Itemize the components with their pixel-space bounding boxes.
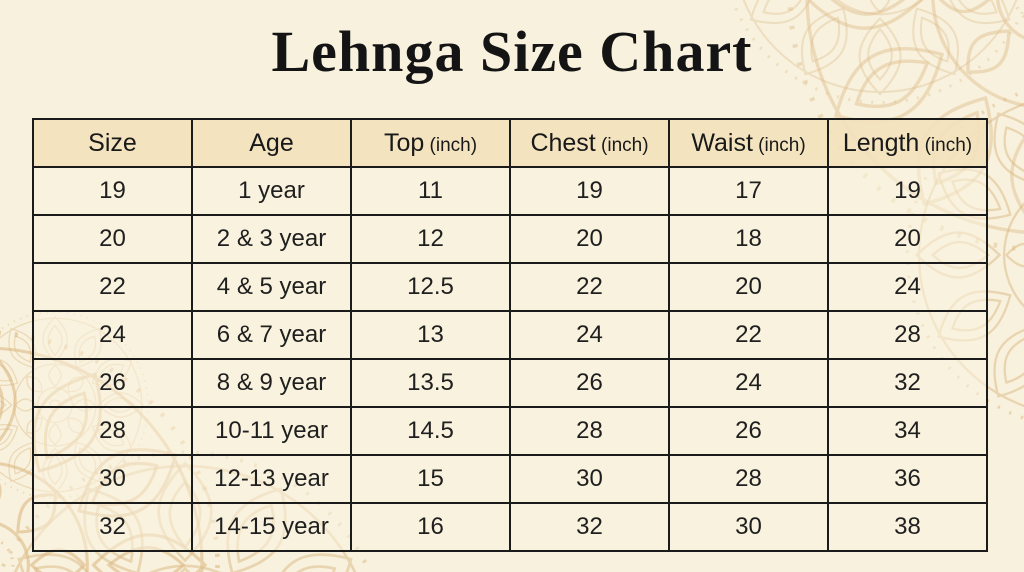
column-header-label: Chest bbox=[530, 128, 596, 157]
table-cell: 6 & 7 year bbox=[191, 310, 352, 360]
table-cell: 17 bbox=[668, 166, 829, 216]
table-cell: 28 bbox=[32, 406, 193, 456]
table-cell: 19 bbox=[827, 166, 988, 216]
table-row: 28 10-11 year 14.5 28 26 34 bbox=[32, 406, 988, 456]
table-cell: 30 bbox=[32, 454, 193, 504]
column-header: Waist (inch) bbox=[668, 118, 829, 168]
table-cell: 28 bbox=[827, 310, 988, 360]
column-header-unit: (inch) bbox=[919, 134, 973, 156]
table-cell: 34 bbox=[827, 406, 988, 456]
table-cell: 24 bbox=[32, 310, 193, 360]
table-cell: 19 bbox=[32, 166, 193, 216]
column-header: Size bbox=[32, 118, 193, 168]
table-cell: 22 bbox=[668, 310, 829, 360]
table-cell: 26 bbox=[668, 406, 829, 456]
table-cell: 24 bbox=[509, 310, 670, 360]
column-header: Chest (inch) bbox=[509, 118, 670, 168]
column-header-unit: (inch) bbox=[752, 134, 806, 156]
table-row: 30 12-13 year 15 30 28 36 bbox=[32, 454, 988, 504]
table-row: 22 4 & 5 year 12.5 22 20 24 bbox=[32, 262, 988, 312]
column-header: Length (inch) bbox=[827, 118, 988, 168]
table-cell: 19 bbox=[509, 166, 670, 216]
table-cell: 13.5 bbox=[350, 358, 511, 408]
column-header-unit: (inch) bbox=[424, 134, 478, 156]
table-row: 20 2 & 3 year 12 20 18 20 bbox=[32, 214, 988, 264]
table-cell: 20 bbox=[509, 214, 670, 264]
table-cell: 1 year bbox=[191, 166, 352, 216]
table-cell: 24 bbox=[827, 262, 988, 312]
table-cell: 14.5 bbox=[350, 406, 511, 456]
table-cell: 32 bbox=[827, 358, 988, 408]
size-chart-table: Size Age Top (inch) Chest (inch) Waist (inch… bbox=[32, 118, 988, 552]
table-header-row: Size Age Top (inch) Chest (inch) Waist (inch… bbox=[32, 118, 988, 168]
table-cell: 20 bbox=[668, 262, 829, 312]
table-cell: 28 bbox=[509, 406, 670, 456]
table-cell: 13 bbox=[350, 310, 511, 360]
table-cell: 20 bbox=[32, 214, 193, 264]
table-cell: 22 bbox=[509, 262, 670, 312]
table-cell: 30 bbox=[509, 454, 670, 504]
table-cell: 2 & 3 year bbox=[191, 214, 352, 264]
column-header: Age bbox=[191, 118, 352, 168]
table-cell: 16 bbox=[350, 502, 511, 552]
table-cell: 32 bbox=[509, 502, 670, 552]
table-cell: 12.5 bbox=[350, 262, 511, 312]
table-row: 32 14-15 year 16 32 30 38 bbox=[32, 502, 988, 552]
table-cell: 22 bbox=[32, 262, 193, 312]
table-cell: 20 bbox=[827, 214, 988, 264]
table-cell: 30 bbox=[668, 502, 829, 552]
column-header-label: Size bbox=[88, 128, 137, 157]
table-cell: 12 bbox=[350, 214, 511, 264]
table-body: 19 1 year 11 19 17 19 20 2 & 3 year 12 20 18 20 22 4 … bbox=[32, 166, 988, 552]
table-cell: 24 bbox=[668, 358, 829, 408]
column-header-unit: (inch) bbox=[595, 134, 649, 156]
table-cell: 26 bbox=[509, 358, 670, 408]
table-cell: 36 bbox=[827, 454, 988, 504]
table-cell: 26 bbox=[32, 358, 193, 408]
table-cell: 18 bbox=[668, 214, 829, 264]
table-cell: 8 & 9 year bbox=[191, 358, 352, 408]
table-cell: 11 bbox=[350, 166, 511, 216]
table-row: 26 8 & 9 year 13.5 26 24 32 bbox=[32, 358, 988, 408]
page-title: Lehnga Size Chart bbox=[271, 19, 753, 84]
table-cell: 15 bbox=[350, 454, 511, 504]
column-header-label: Waist bbox=[691, 128, 753, 157]
table-row: 19 1 year 11 19 17 19 bbox=[32, 166, 988, 216]
table-cell: 38 bbox=[827, 502, 988, 552]
table-row: 24 6 & 7 year 13 24 22 28 bbox=[32, 310, 988, 360]
table-cell: 10-11 year bbox=[191, 406, 352, 456]
column-header-label: Length bbox=[842, 128, 920, 157]
column-header: Top (inch) bbox=[350, 118, 511, 168]
table-cell: 28 bbox=[668, 454, 829, 504]
table-cell: 12-13 year bbox=[191, 454, 352, 504]
table-cell: 4 & 5 year bbox=[191, 262, 352, 312]
table-cell: 32 bbox=[32, 502, 193, 552]
table-cell: 14-15 year bbox=[191, 502, 352, 552]
column-header-label: Top bbox=[383, 128, 425, 157]
column-header-label: Age bbox=[249, 128, 294, 157]
